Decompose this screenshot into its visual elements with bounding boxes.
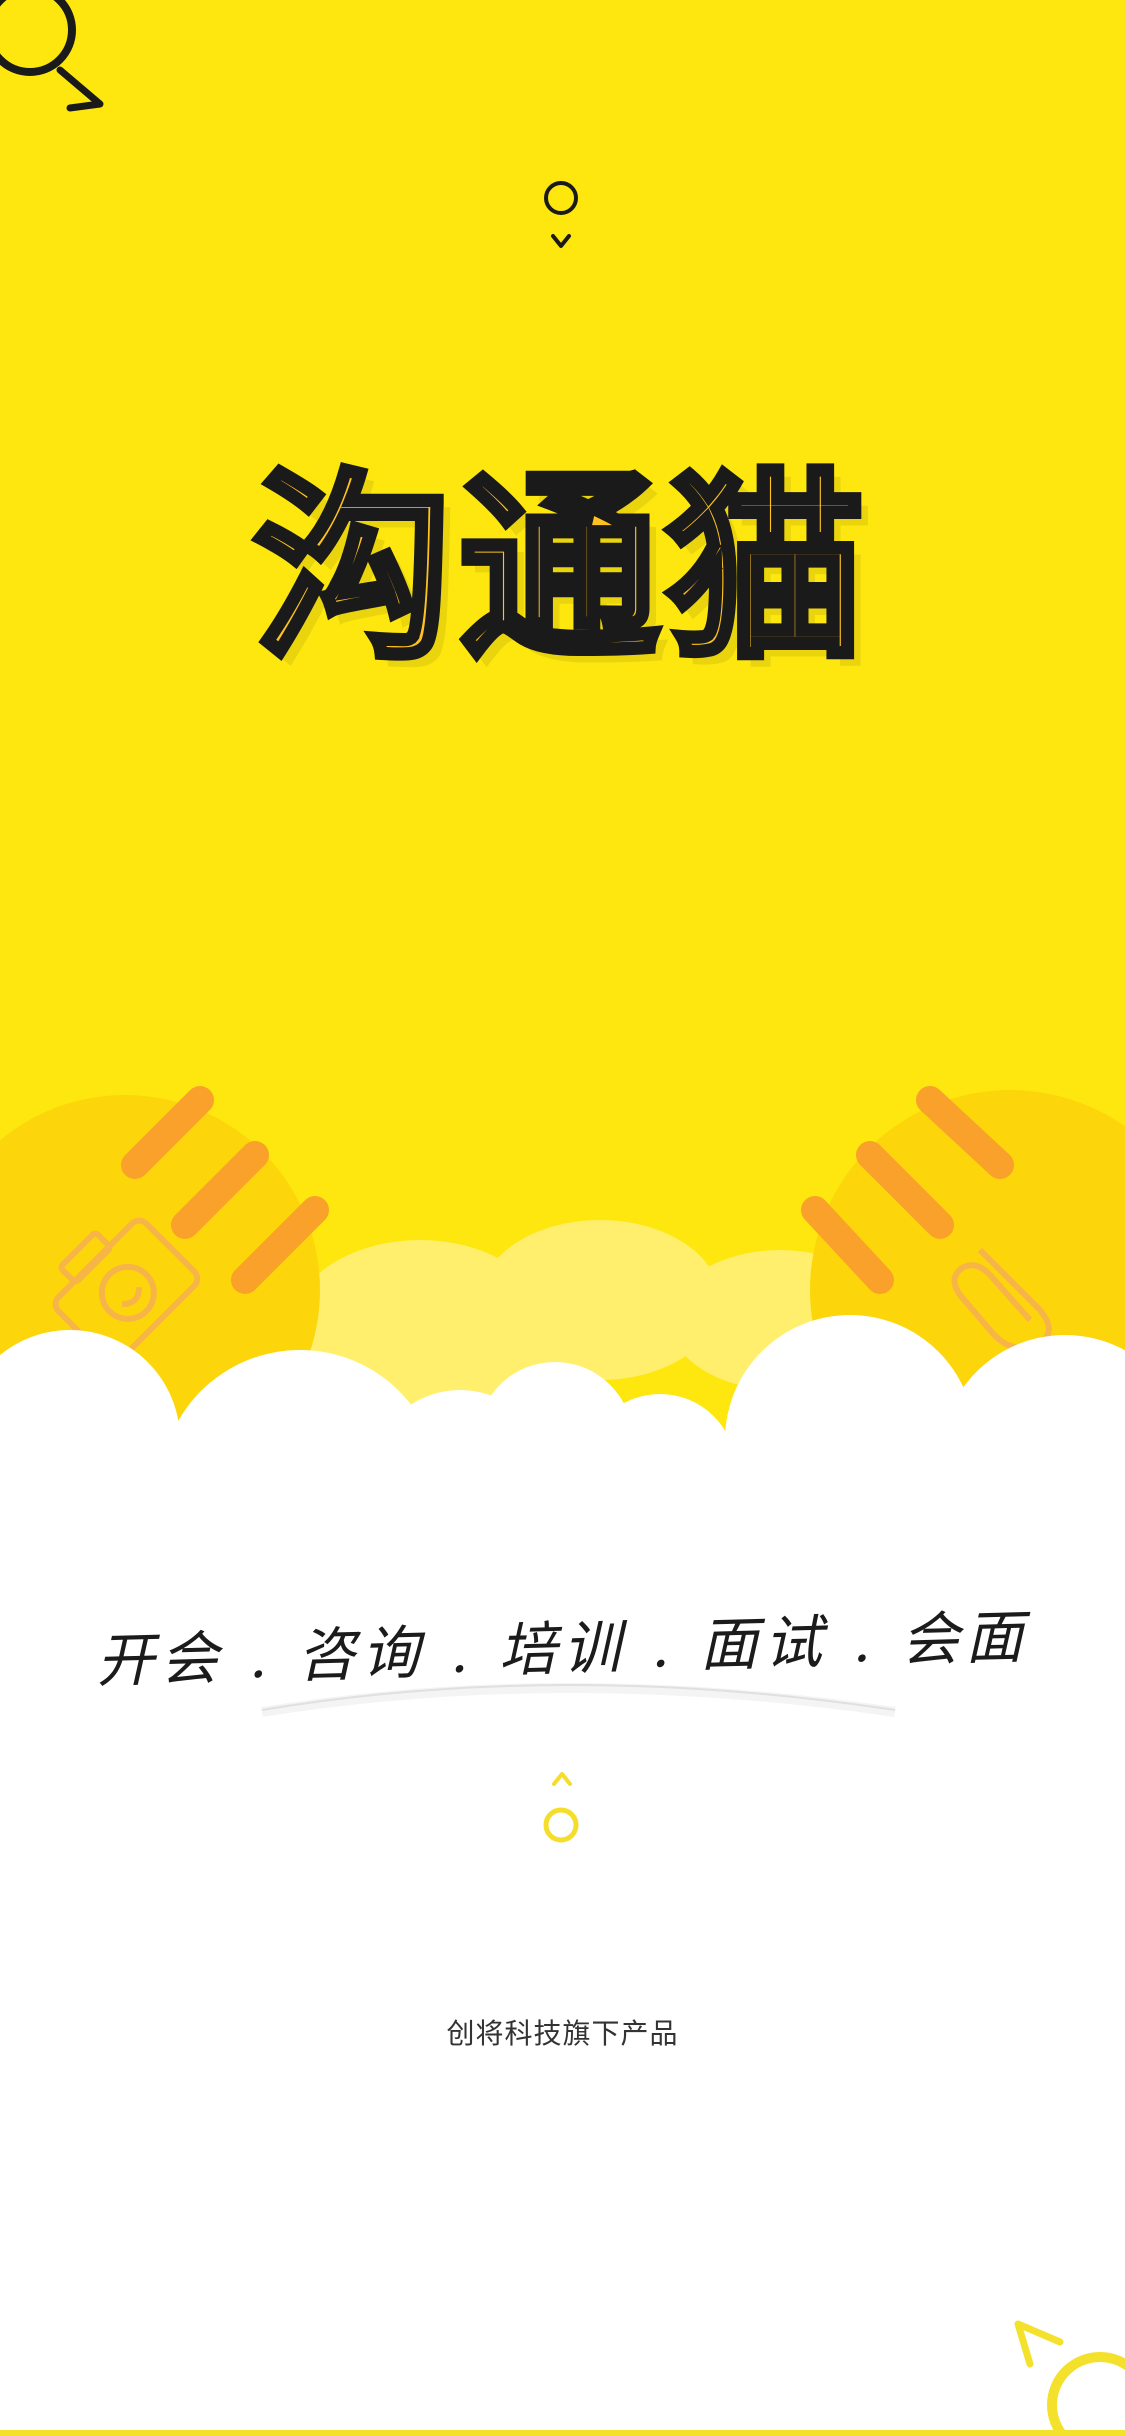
- left-orb-stripes: [121, 1086, 329, 1294]
- cloud-bank: [0, 1315, 1125, 1630]
- backdrop-hill: [480, 1220, 720, 1380]
- corner-ring-bottom-right: [1047, 2352, 1125, 2436]
- corner-ring-top-left: [0, 0, 76, 76]
- paperclip-icon: [951, 1247, 1052, 1351]
- scroll-up-icon[interactable]: [543, 1772, 579, 1843]
- company-footer: 创将科技旗下产品: [446, 2017, 679, 2050]
- corner-chevron-bottom-right: [1014, 2320, 1064, 2368]
- app-logo-title: 沟通猫: [250, 453, 872, 686]
- bottom-strip: [0, 2430, 1125, 2436]
- corner-chevron-top-left: [56, 66, 104, 112]
- right-orb-stripes: [801, 1086, 1014, 1294]
- location-pin-icon: [544, 181, 578, 248]
